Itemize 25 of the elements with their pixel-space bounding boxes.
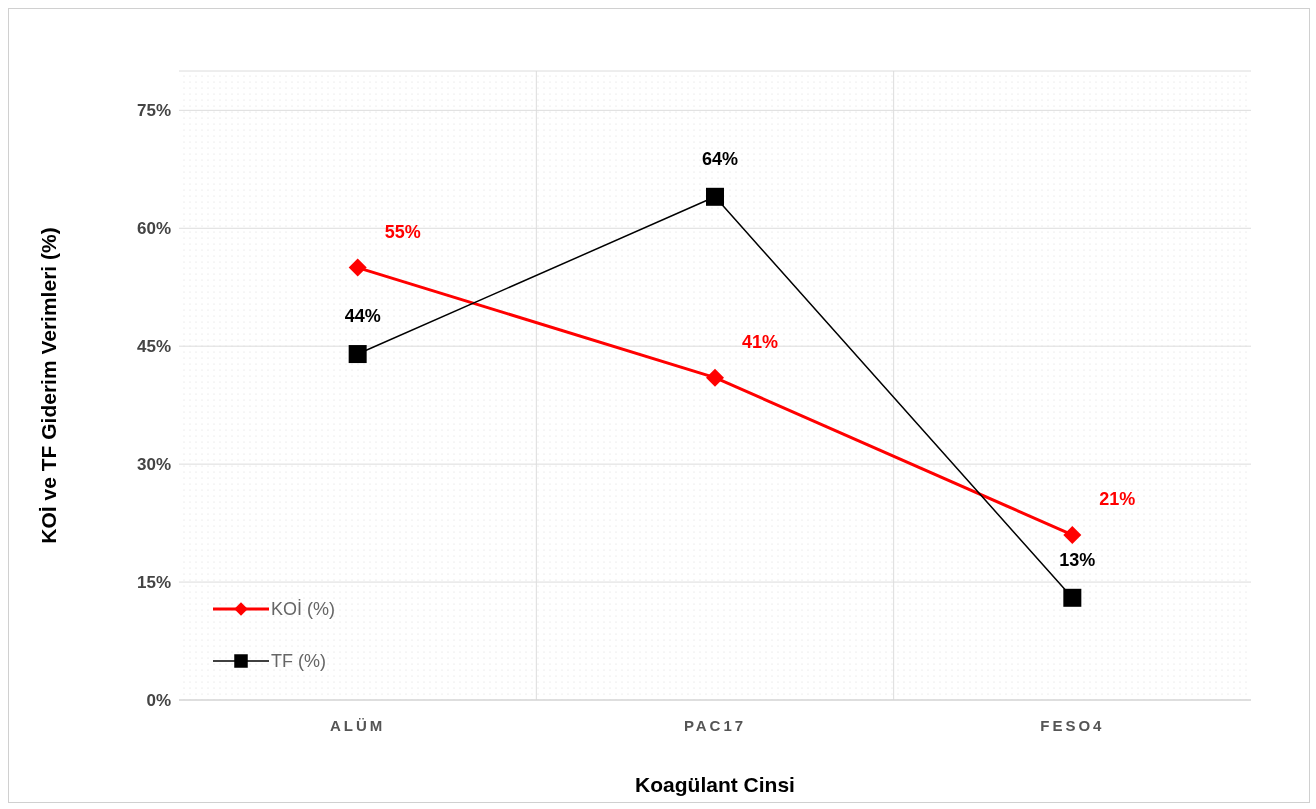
point — [348, 345, 367, 364]
x-tick-label: ALÜM — [330, 716, 386, 734]
point — [1063, 525, 1082, 544]
data-label: 21% — [1099, 488, 1136, 509]
y-tick-label: 60% — [136, 219, 171, 239]
x-axis-title: Koagülant Cinsi — [635, 773, 795, 796]
data-label: 41% — [741, 331, 779, 352]
data-label: 44% — [344, 306, 381, 327]
point — [1063, 588, 1082, 607]
data-label: 64% — [701, 148, 739, 169]
y-tick-label: 45% — [136, 337, 171, 357]
legend-label: KOİ (%) — [271, 598, 336, 620]
point — [706, 187, 724, 206]
x-tick-label: FESO4 — [1040, 716, 1105, 734]
legend-label: TF (%) — [271, 650, 326, 672]
x-tick-label: PAC17 — [683, 716, 747, 734]
y-tick-label: 0% — [146, 691, 171, 711]
y-axis-title: KOİ ve TF Giderim Verimleri (%) — [37, 227, 61, 544]
y-tick-label: 75% — [136, 101, 171, 121]
data-label: 55% — [384, 221, 421, 242]
y-tick-label: 30% — [136, 455, 171, 475]
point — [348, 258, 367, 277]
y-tick-label: 15% — [136, 573, 171, 593]
point — [706, 368, 724, 387]
data-label: 13% — [1059, 549, 1096, 570]
